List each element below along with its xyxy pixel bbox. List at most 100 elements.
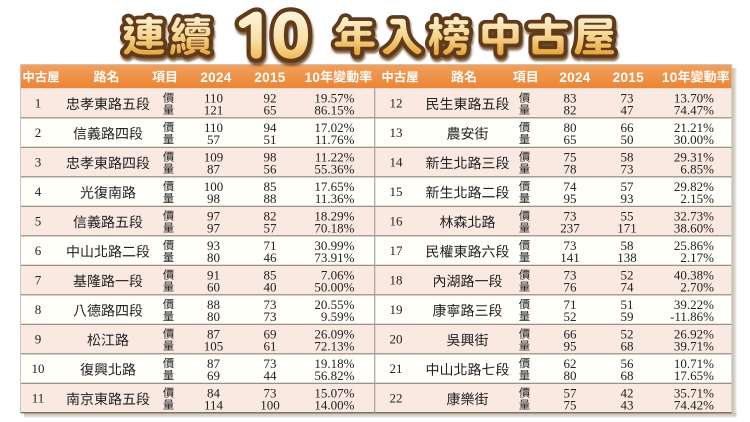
svg-text:97: 97 — [207, 208, 221, 223]
svg-text:32.73%: 32.73% — [674, 208, 714, 223]
svg-text:2024: 2024 — [200, 70, 231, 85]
svg-text:85: 85 — [264, 179, 277, 194]
svg-text:85: 85 — [264, 267, 277, 282]
svg-text:71: 71 — [264, 238, 277, 253]
svg-text:93: 93 — [621, 191, 634, 206]
svg-text:43: 43 — [621, 397, 634, 412]
svg-text:121: 121 — [204, 102, 224, 117]
svg-text:80: 80 — [564, 120, 577, 135]
svg-text:1: 1 — [35, 96, 42, 111]
svg-text:50.00%: 50.00% — [314, 279, 354, 294]
svg-text:51: 51 — [621, 297, 634, 312]
svg-text:21.21%: 21.21% — [674, 120, 714, 135]
svg-text:57: 57 — [621, 179, 635, 194]
svg-text:141: 141 — [560, 250, 580, 265]
svg-text:58: 58 — [621, 149, 634, 164]
svg-text:73: 73 — [564, 208, 577, 223]
svg-text:68: 68 — [621, 338, 634, 353]
svg-text:74: 74 — [564, 179, 578, 194]
svg-text:15: 15 — [390, 184, 403, 199]
svg-text:82: 82 — [564, 102, 577, 117]
svg-text:4: 4 — [35, 184, 42, 199]
svg-text:73: 73 — [564, 238, 577, 253]
svg-text:10: 10 — [662, 70, 678, 85]
svg-text:30.00%: 30.00% — [674, 132, 714, 147]
svg-text:92: 92 — [264, 91, 277, 106]
svg-text:29.82%: 29.82% — [674, 179, 714, 194]
svg-text:88: 88 — [264, 191, 277, 206]
svg-text:47: 47 — [621, 102, 635, 117]
svg-text:55.36%: 55.36% — [314, 161, 354, 176]
svg-text:20.55%: 20.55% — [314, 297, 354, 312]
svg-text:6: 6 — [35, 243, 42, 258]
svg-text:87: 87 — [207, 356, 221, 371]
svg-text:58: 58 — [621, 238, 634, 253]
svg-text:9.59%: 9.59% — [321, 309, 355, 324]
svg-text:73: 73 — [264, 297, 277, 312]
svg-text:40.38%: 40.38% — [674, 267, 714, 282]
svg-text:80: 80 — [207, 250, 220, 265]
svg-text:2.17%: 2.17% — [680, 250, 714, 265]
svg-text:10: 10 — [305, 70, 321, 85]
svg-text:19.57%: 19.57% — [314, 91, 354, 106]
svg-text:3: 3 — [35, 155, 42, 170]
svg-text:39.71%: 39.71% — [674, 338, 714, 353]
svg-text:5: 5 — [35, 214, 42, 229]
svg-text:114: 114 — [204, 397, 224, 412]
svg-text:98: 98 — [207, 191, 220, 206]
svg-text:87: 87 — [207, 326, 221, 341]
svg-text:73: 73 — [564, 267, 577, 282]
svg-text:17.65%: 17.65% — [674, 368, 714, 383]
svg-text:52: 52 — [564, 309, 577, 324]
svg-text:73: 73 — [621, 91, 634, 106]
svg-text:25.86%: 25.86% — [674, 238, 714, 253]
svg-text:59: 59 — [621, 309, 634, 324]
svg-text:71: 71 — [564, 297, 577, 312]
svg-text:19: 19 — [390, 302, 403, 317]
svg-text:88: 88 — [207, 297, 220, 312]
svg-text:8: 8 — [35, 302, 42, 317]
svg-text:56.82%: 56.82% — [314, 368, 354, 383]
svg-text:84: 84 — [207, 385, 221, 400]
svg-text:2.70%: 2.70% — [680, 279, 714, 294]
svg-text:66: 66 — [621, 120, 635, 135]
svg-text:66: 66 — [564, 326, 578, 341]
svg-text:80: 80 — [564, 368, 577, 383]
svg-text:6.85%: 6.85% — [680, 161, 714, 176]
svg-text:18.29%: 18.29% — [314, 208, 354, 223]
svg-text:44: 44 — [264, 368, 278, 383]
svg-text:22: 22 — [390, 391, 403, 406]
svg-text:57: 57 — [264, 220, 278, 235]
svg-text:73: 73 — [264, 309, 277, 324]
svg-text:26.09%: 26.09% — [314, 326, 354, 341]
svg-text:98: 98 — [264, 149, 277, 164]
svg-text:57: 57 — [207, 132, 221, 147]
svg-text:60: 60 — [207, 279, 220, 294]
svg-text:42: 42 — [621, 385, 634, 400]
svg-text:105: 105 — [204, 338, 224, 353]
svg-text:16: 16 — [390, 214, 404, 229]
svg-text:73: 73 — [264, 356, 277, 371]
svg-text:40: 40 — [264, 279, 277, 294]
svg-text:68: 68 — [621, 368, 634, 383]
svg-text:14.00%: 14.00% — [314, 397, 354, 412]
svg-text:73.91%: 73.91% — [314, 250, 354, 265]
svg-text:94: 94 — [264, 120, 278, 135]
svg-text:7: 7 — [35, 273, 42, 288]
svg-text:78: 78 — [564, 161, 577, 176]
svg-text:17: 17 — [390, 243, 404, 258]
svg-text:21: 21 — [390, 361, 403, 376]
svg-text:11: 11 — [32, 391, 45, 406]
svg-text:9: 9 — [35, 332, 42, 347]
svg-text:72.13%: 72.13% — [314, 338, 354, 353]
svg-text:10.71%: 10.71% — [674, 356, 714, 371]
svg-text:237: 237 — [560, 220, 580, 235]
svg-text:171: 171 — [617, 220, 637, 235]
svg-text:2.15%: 2.15% — [680, 191, 714, 206]
svg-text:73: 73 — [621, 161, 634, 176]
svg-text:2: 2 — [35, 125, 42, 140]
svg-text:15.07%: 15.07% — [314, 385, 354, 400]
svg-text:62: 62 — [564, 356, 577, 371]
svg-text:7.06%: 7.06% — [321, 267, 355, 282]
svg-text:50: 50 — [621, 132, 634, 147]
